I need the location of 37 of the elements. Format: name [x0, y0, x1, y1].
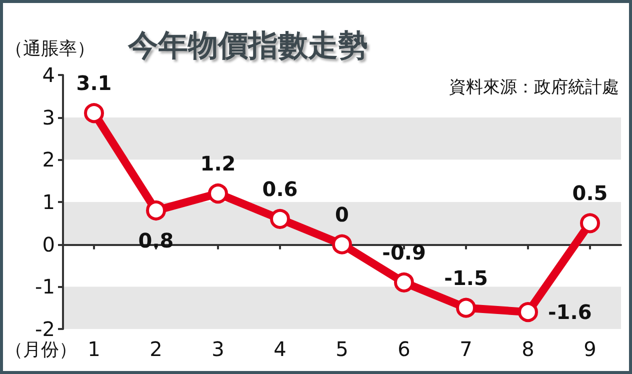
y-tick-label: 2 [42, 148, 55, 172]
x-tick-label: 8 [522, 337, 534, 361]
x-tick-label: 5 [336, 337, 348, 361]
y-tick-label: 1 [42, 190, 55, 214]
data-label: 0 [335, 202, 349, 226]
data-label: 0.6 [262, 176, 298, 201]
y-tick-label: 0 [42, 232, 55, 256]
point [208, 184, 228, 204]
x-tick-label: 4 [274, 337, 286, 361]
y-axis-title: （通脹率） [5, 38, 95, 60]
data-label: -0.9 [382, 240, 426, 264]
y-tick-label: 4 [42, 63, 55, 87]
y-tick-label: -2 [35, 317, 55, 341]
x-tick-label: 1 [88, 337, 100, 361]
point [270, 208, 290, 229]
point [84, 103, 104, 124]
x-tick-label: 7 [460, 337, 472, 361]
point [332, 234, 352, 254]
data-label: 0.5 [572, 181, 608, 206]
annotation: 資料來源：政府統計處 [449, 78, 619, 98]
data-label: -1.5 [444, 266, 488, 290]
y-tick-label: 3 [42, 105, 55, 130]
point [394, 272, 414, 292]
x-tick-label: 2 [150, 337, 162, 361]
point [580, 213, 600, 234]
data-label: -1.6 [548, 300, 592, 324]
point [146, 200, 166, 220]
point [456, 298, 476, 318]
x-tick-label: 3 [212, 337, 224, 361]
x-tick-label: 9 [584, 337, 596, 361]
x-axis-title: （月份） [5, 340, 77, 360]
chart-title: 今年物價指數走勢 [127, 28, 368, 64]
data-label: 1.2 [200, 152, 236, 176]
y-tick-label: -1 [35, 274, 55, 299]
x-tick-label: 6 [398, 337, 410, 361]
point [518, 302, 538, 322]
data-label: 3.1 [76, 71, 112, 96]
